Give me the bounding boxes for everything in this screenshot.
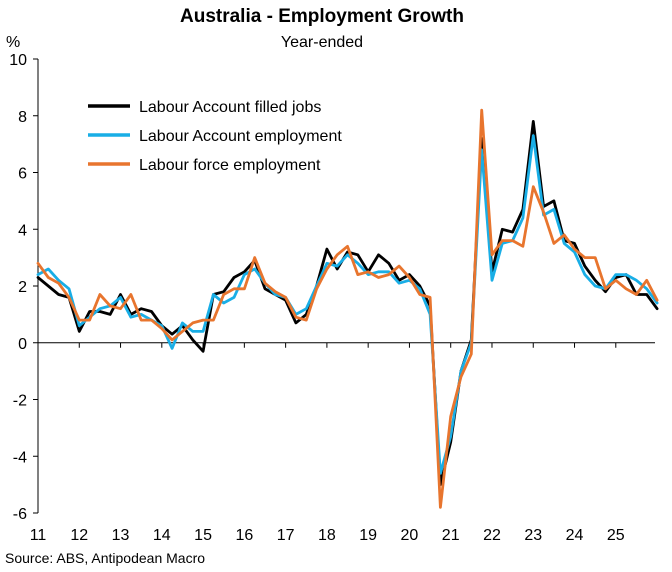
x-axis-tick-labels: 11 12 13 14 15 16 17 18 19 20 21 22 23 24 25 <box>30 527 625 544</box>
x-tick-label: 16 <box>235 527 253 544</box>
x-tick-label: 23 <box>524 527 542 544</box>
chart-subtitle: Year-ended <box>281 34 363 51</box>
x-tick-label: 12 <box>70 527 88 544</box>
x-tick-label: 15 <box>194 527 212 544</box>
series-line-la-employment <box>36 134 659 475</box>
x-tick-label: 17 <box>277 527 295 544</box>
x-axis-tick-marks <box>37 342 617 348</box>
x-tick-label: 21 <box>442 527 460 544</box>
y-tick-label: 4 <box>18 222 27 239</box>
x-tick-label: 14 <box>153 527 171 544</box>
x-tick-label: 13 <box>112 527 130 544</box>
series-line-lf-employment <box>36 108 659 509</box>
x-tick-label: 18 <box>318 527 336 544</box>
chart-title: Australia - Employment Growth <box>180 6 464 27</box>
source-note: Source: ABS, Antipodean Macro <box>5 550 205 566</box>
y-tick-label: 2 <box>18 279 27 296</box>
x-tick-label: 19 <box>359 527 377 544</box>
y-axis-tick-marks <box>33 58 38 514</box>
legend-label-filled-jobs: Labour Account filled jobs <box>139 99 321 116</box>
y-tick-label: -2 <box>13 393 27 410</box>
x-tick-label: 11 <box>30 527 47 544</box>
x-tick-label: 25 <box>607 527 625 544</box>
legend-label-lf-employment: Labour force employment <box>139 157 321 174</box>
series-lines <box>36 108 659 509</box>
x-tick-label: 20 <box>401 527 419 544</box>
y-axis-unit-label: % <box>6 34 20 51</box>
y-tick-label: -6 <box>13 506 27 523</box>
y-tick-label: 10 <box>9 52 27 69</box>
y-tick-label: -4 <box>13 449 27 466</box>
x-tick-label: 22 <box>483 527 501 544</box>
y-axis-tick-labels: -6 -4 -2 0 2 4 6 8 10 <box>9 52 27 523</box>
y-tick-label: 8 <box>18 109 27 126</box>
y-tick-label: 0 <box>18 336 27 353</box>
legend-label-la-employment: Labour Account employment <box>139 128 342 145</box>
series-line-filled-jobs <box>36 120 659 487</box>
x-tick-label: 24 <box>566 527 584 544</box>
legend: Labour Account filled jobs Labour Accoun… <box>88 99 342 174</box>
y-tick-label: 6 <box>18 166 27 183</box>
